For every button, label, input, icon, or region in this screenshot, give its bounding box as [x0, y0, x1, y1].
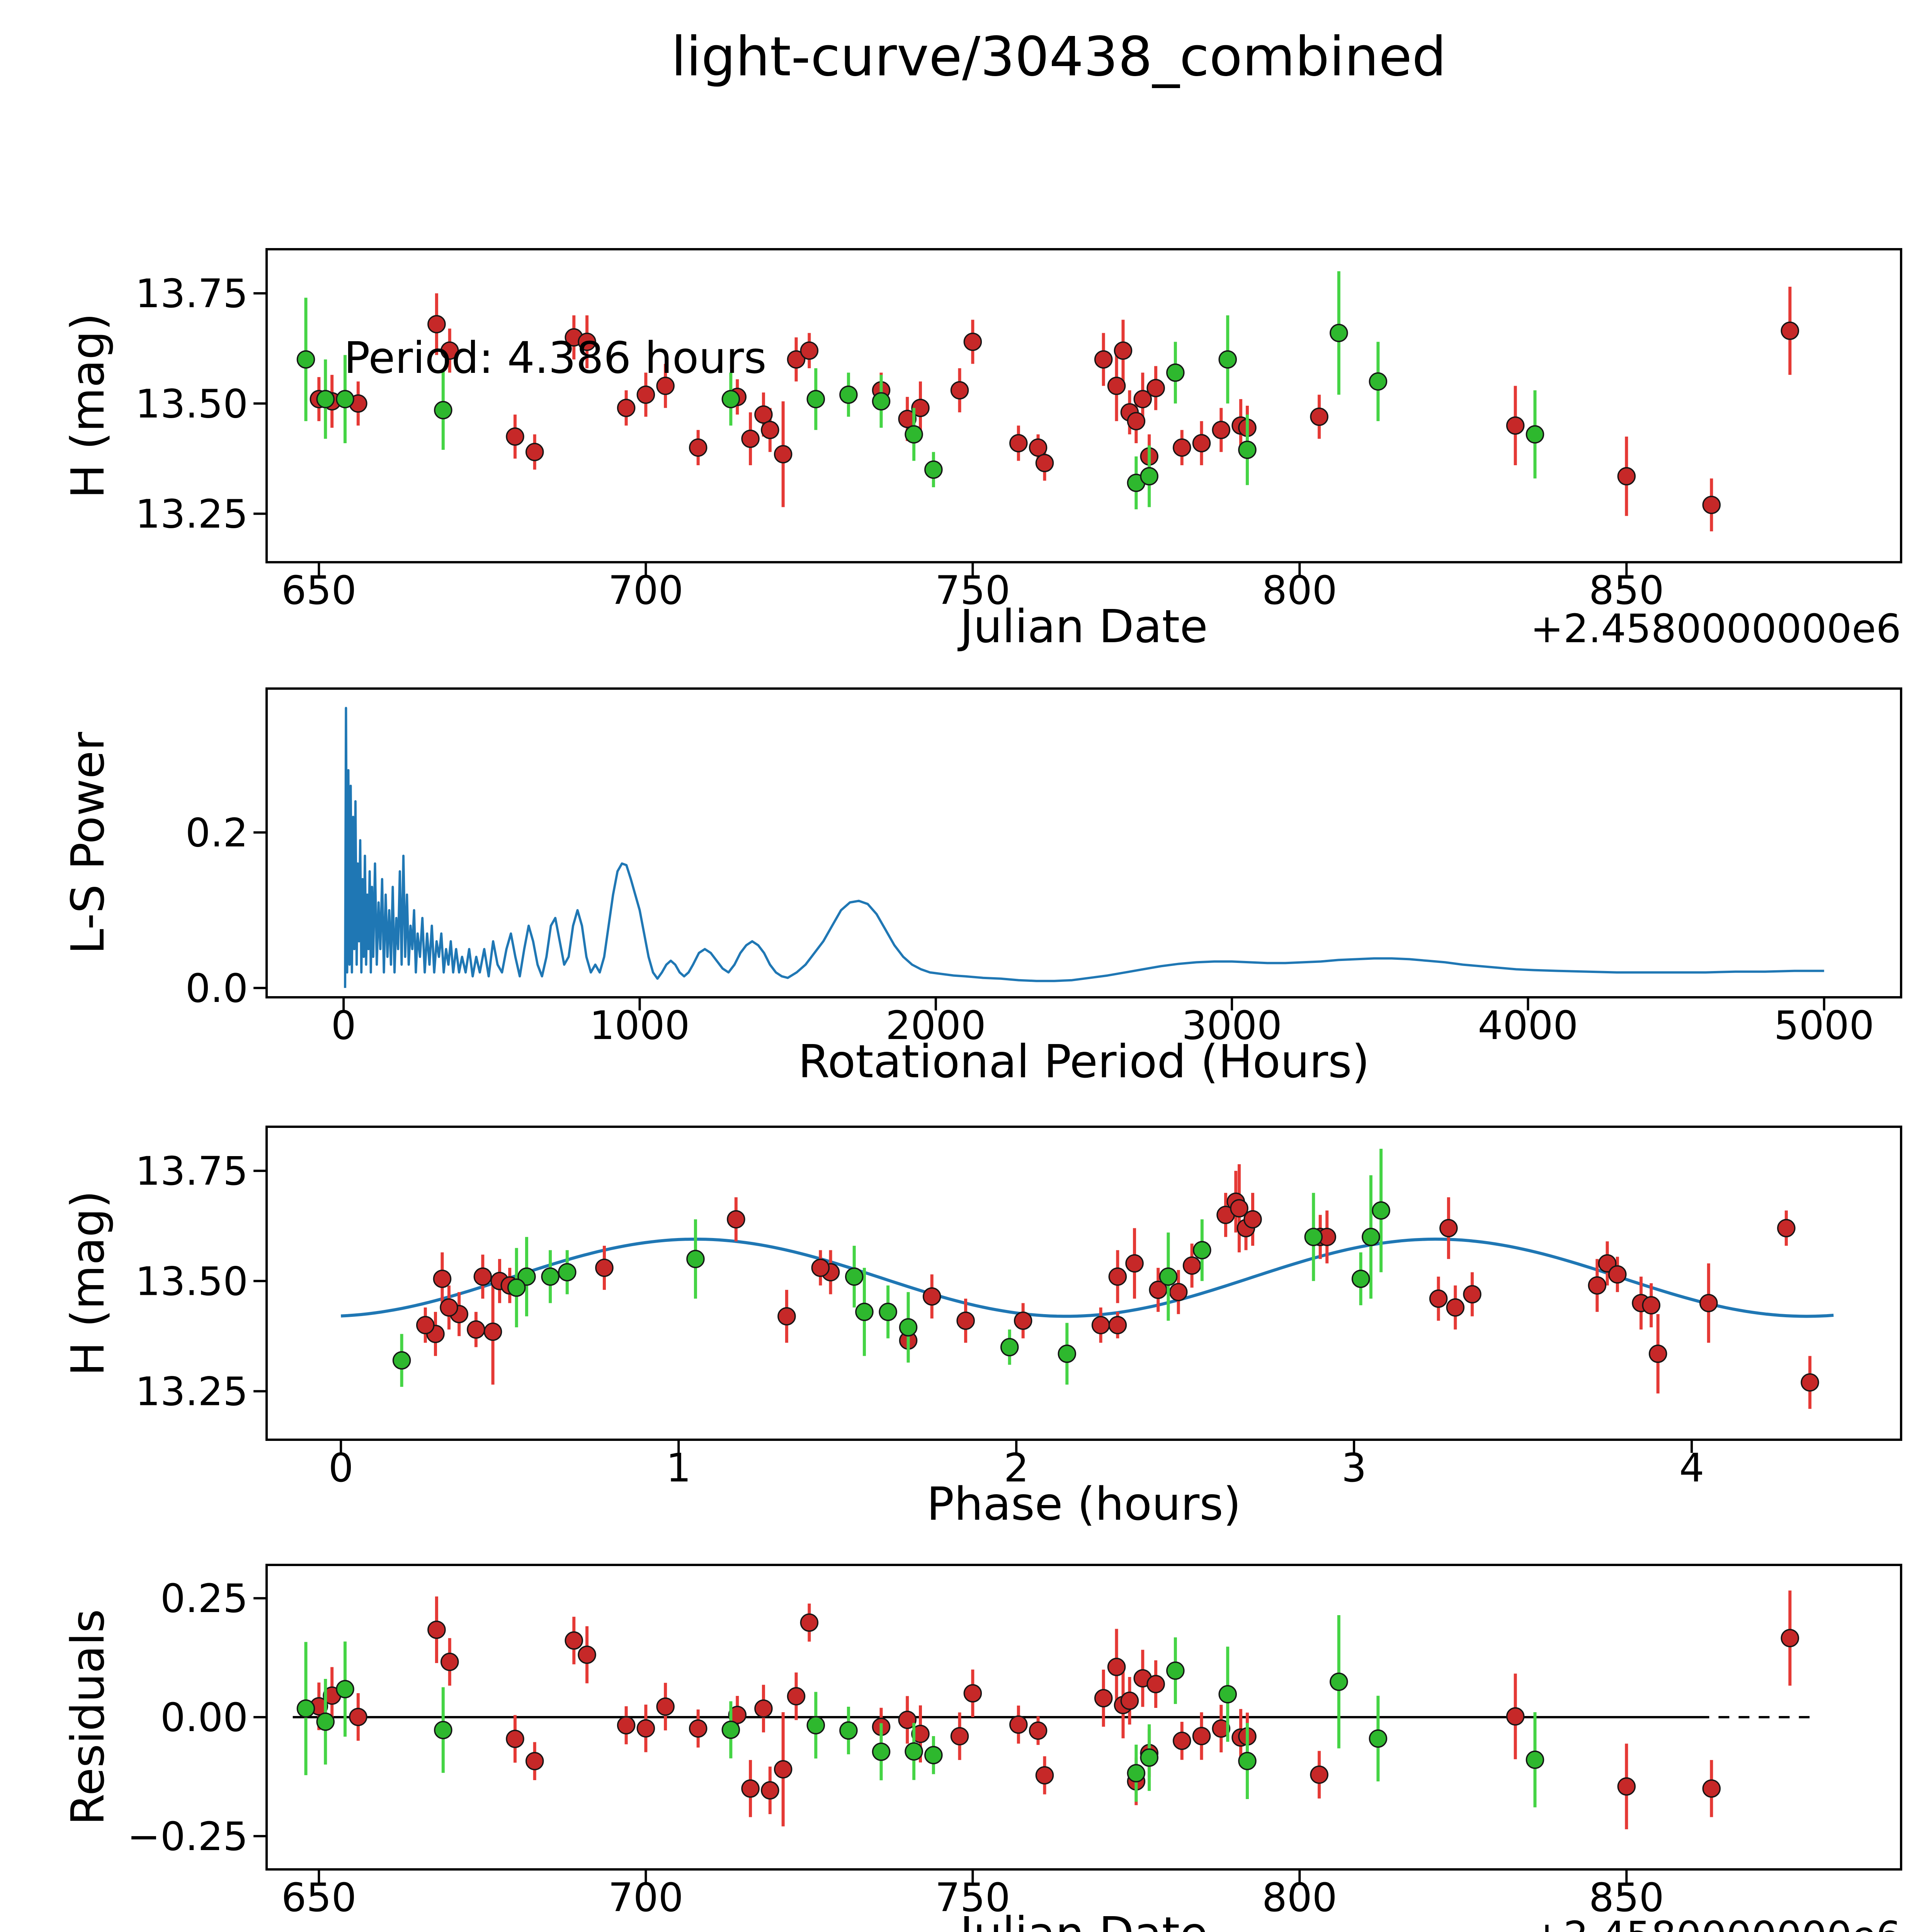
- x-tick-label: 750: [935, 1875, 1010, 1921]
- y-tick-label: 0.2: [185, 810, 248, 856]
- periodogram-ylabel: L-S Power: [61, 732, 114, 954]
- light-curve-xlabel: Julian Date: [957, 600, 1208, 653]
- periodogram-data: [344, 707, 1824, 988]
- y-tick-label: −0.25: [127, 1814, 248, 1860]
- fit-curve: [341, 1237, 1834, 1318]
- y-tick-label: 13.75: [135, 1148, 248, 1194]
- residuals-axes: 650 700 750 800 850 −0.25 0.00 0.25: [127, 1564, 1902, 1921]
- axes-frame: [265, 1126, 1902, 1441]
- x-tick-label: 850: [1589, 568, 1664, 614]
- panel-phase-folded: 0 1 2 3 4 13.25 13.50 13.75 H (mag) Phase (hour…: [61, 1126, 1902, 1531]
- y-tick-label: 0.00: [160, 1695, 248, 1741]
- x-tick-label: 3: [1342, 1445, 1367, 1491]
- markers-red: [310, 315, 1799, 514]
- y-tick-label: 0.25: [160, 1576, 248, 1622]
- light-curve-ylabel: H (mag): [61, 313, 114, 498]
- x-tick-label: 700: [608, 568, 684, 614]
- axes-frame: [265, 687, 1902, 998]
- x-tick-label: 2: [1004, 1445, 1029, 1491]
- phase-folded-axes: 0 1 2 3 4 13.25 13.50 13.75: [135, 1126, 1902, 1491]
- axes-frame: [265, 248, 1902, 563]
- light-curve-data: [296, 271, 1799, 532]
- x-tick-label: 750: [935, 568, 1010, 614]
- phase-folded-xlabel: Phase (hours): [927, 1477, 1241, 1531]
- y-tick-label: 13.25: [135, 492, 248, 537]
- x-tick-label: 3000: [1182, 1003, 1282, 1049]
- x-tick-label: 4000: [1478, 1003, 1578, 1049]
- x-tick-label: 800: [1262, 568, 1337, 614]
- y-tick-label: 0.0: [185, 966, 248, 1012]
- panel-residuals: 650 700 750 800 850 −0.25 0.00 0.25 Residuals J…: [61, 1564, 1902, 1932]
- x-tick-label: 700: [608, 1875, 684, 1921]
- x-tick-label: 1: [666, 1445, 691, 1491]
- light-curve-x-offset: +2.4580000000e6: [1531, 606, 1901, 652]
- residuals-data: [293, 1590, 1810, 1830]
- panel-periodogram: 0 1000 2000 3000 4000 5000 0.0 0.2 L-S Power Ro…: [61, 687, 1902, 1088]
- y-tick-label: 13.50: [135, 381, 248, 427]
- x-tick-label: 2000: [886, 1003, 986, 1049]
- phase-folded-data: [341, 1149, 1834, 1409]
- errorbars-red: [317, 286, 1792, 532]
- x-tick-label: 0: [328, 1445, 354, 1491]
- markers-green: [296, 324, 1544, 492]
- y-tick-label: 13.50: [135, 1259, 248, 1304]
- residuals-xlabel: Julian Date: [957, 1907, 1208, 1932]
- y-tick-label: 13.25: [135, 1369, 248, 1415]
- periodogram-xlabel: Rotational Period (Hours): [798, 1035, 1369, 1088]
- figure-title: light-curve/30438_combined: [671, 26, 1446, 88]
- panel-light-curve: 650 700 750 800 850 13.25 13.50 13.75 Period: 4…: [61, 248, 1902, 653]
- x-tick-label: 4: [1679, 1445, 1704, 1491]
- errorbars-red: [317, 1590, 1792, 1830]
- x-tick-label: 650: [281, 1875, 357, 1921]
- residuals-x-offset: +2.4580000000e6: [1531, 1913, 1901, 1932]
- light-curve-axes: 650 700 750 800 850 13.25 13.50 13.75: [135, 248, 1902, 614]
- x-tick-label: 650: [281, 568, 357, 614]
- x-tick-label: 850: [1589, 1875, 1664, 1921]
- markers-green: [296, 1661, 1544, 1782]
- phase-folded-ylabel: H (mag): [61, 1190, 114, 1376]
- periodogram-line: [344, 707, 1824, 988]
- x-tick-label: 1000: [590, 1003, 690, 1049]
- residuals-ylabel: Residuals: [61, 1609, 114, 1825]
- periodogram-axes: 0 1000 2000 3000 4000 5000 0.0 0.2: [185, 687, 1902, 1049]
- y-tick-label: 13.75: [135, 271, 248, 317]
- markers-red: [310, 1613, 1799, 1800]
- x-tick-label: 800: [1262, 1875, 1337, 1921]
- x-tick-label: 5000: [1774, 1003, 1874, 1049]
- period-annotation: Period: 4.386 hours: [344, 333, 767, 383]
- markers-green: [392, 1201, 1390, 1370]
- x-tick-label: 0: [331, 1003, 356, 1049]
